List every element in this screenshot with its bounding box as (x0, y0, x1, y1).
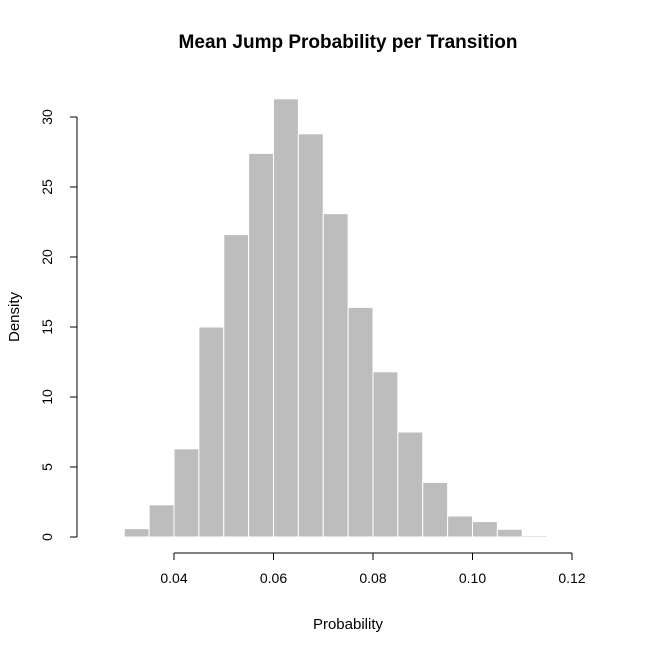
histogram-bar (273, 98, 299, 538)
x-axis: 0.04 0.06 0.08 0.10 0.12 (160, 552, 586, 586)
y-axis-label: Density (6, 291, 23, 342)
x-tick-label: 0.06 (260, 570, 287, 586)
histogram-bar (422, 481, 449, 538)
histogram-bar (248, 152, 274, 538)
histogram-bar (198, 326, 225, 538)
histogram-bar (148, 504, 175, 538)
histogram-bar (123, 528, 150, 538)
histogram-bar (521, 535, 548, 538)
histogram-bar (496, 528, 523, 538)
y-tick-label: 5 (39, 463, 55, 471)
histogram-bars (123, 98, 548, 538)
y-axis: 0 5 10 15 20 25 30 (39, 109, 78, 541)
x-tick-label: 0.10 (459, 570, 486, 586)
y-tick-label: 20 (39, 249, 55, 265)
histogram-bar (372, 371, 399, 538)
chart-title: Mean Jump Probability per Transition (179, 32, 518, 53)
y-tick-label: 10 (39, 389, 55, 405)
y-tick-label: 0 (39, 533, 55, 541)
x-tick-label: 0.12 (558, 570, 585, 586)
histogram-bar (173, 448, 200, 538)
histogram-bar (472, 521, 498, 538)
histogram-bar (322, 213, 349, 538)
histogram-bar (397, 431, 424, 538)
x-tick-label: 0.08 (359, 570, 386, 586)
histogram-bar (447, 515, 473, 538)
histogram-bar (297, 133, 324, 538)
y-tick-label: 30 (39, 109, 55, 125)
x-tick-label: 0.04 (160, 570, 187, 586)
histogram-bar (347, 306, 374, 538)
y-tick-label: 15 (39, 319, 55, 335)
y-tick-label: 25 (39, 179, 55, 195)
x-axis-label: Probability (313, 616, 384, 633)
histogram-bar (223, 234, 250, 538)
